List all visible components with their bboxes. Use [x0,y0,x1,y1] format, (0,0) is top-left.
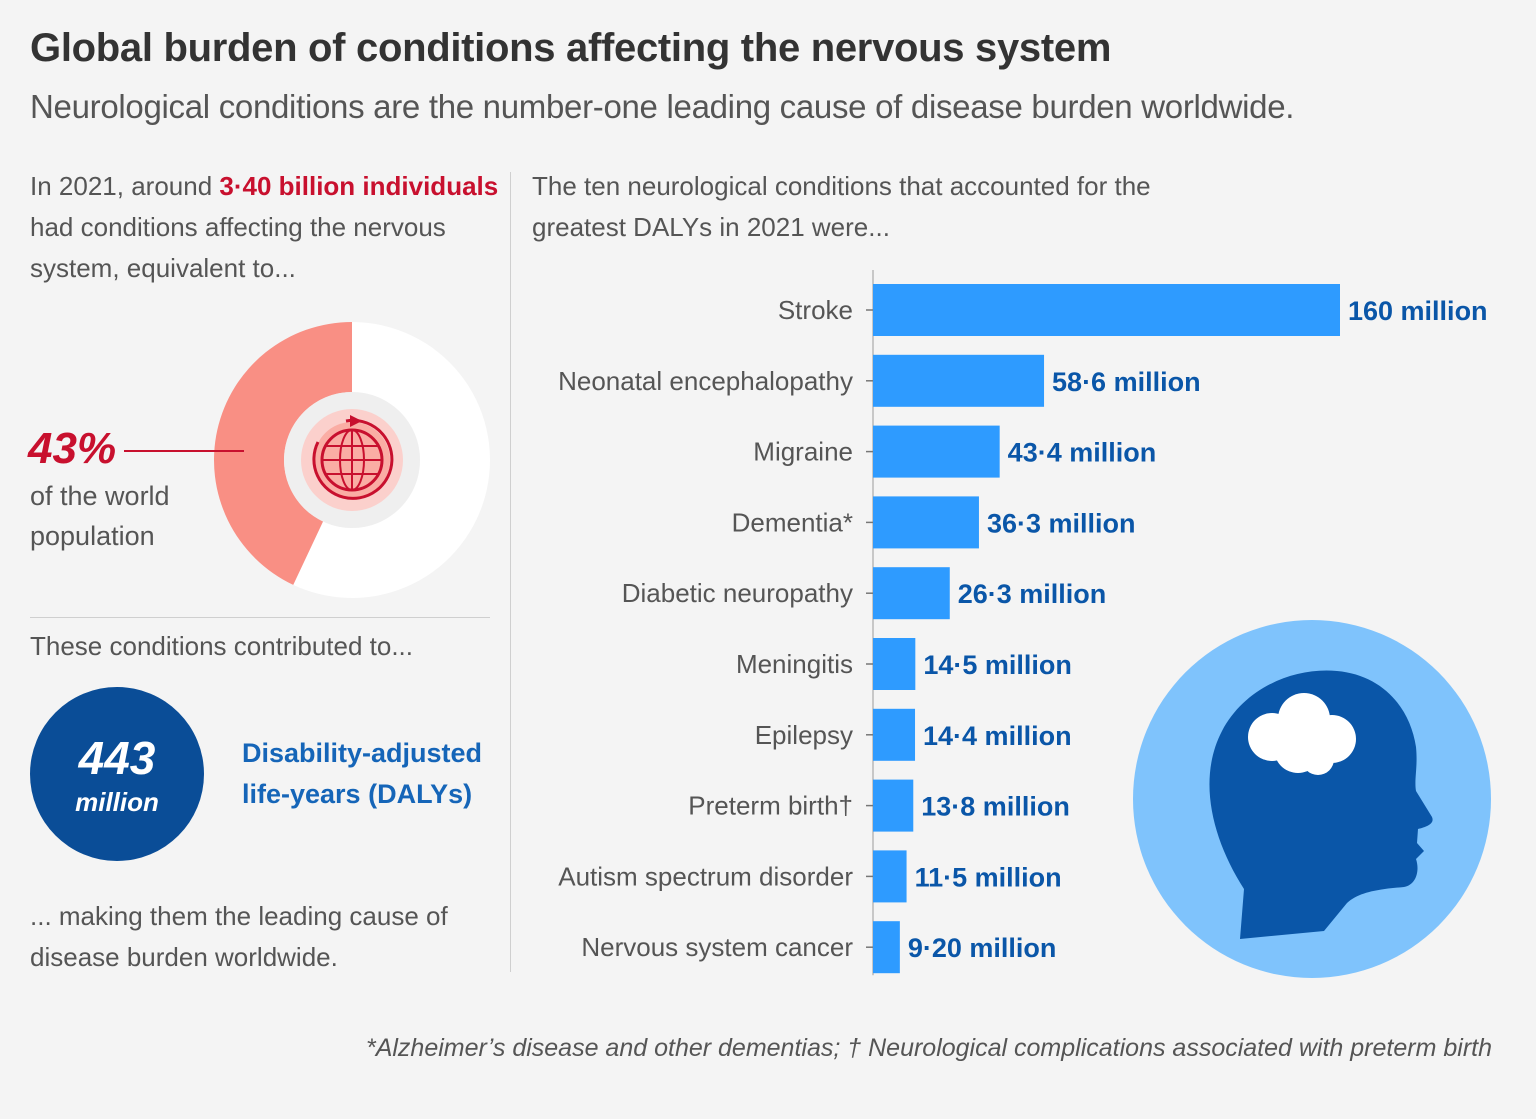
category-label: Preterm birth† [688,791,853,821]
value-label: 14·4 million [923,721,1072,751]
bar [873,921,900,974]
category-label: Meningitis [736,649,853,679]
category-label: Neonatal encephalopathy [558,366,853,396]
value-label: 11·5 million [915,862,1062,892]
left-divider [30,617,490,618]
value-label: 36·3 million [987,508,1136,538]
donut-affected-segment [213,322,352,585]
value-label: 14·5 million [923,650,1072,680]
bar [873,354,1045,407]
dalys-unit: million [75,787,159,817]
outro-text: ... making them the leading cause of dis… [30,901,448,972]
percent-value: 43% [28,424,117,473]
percent-leader-line [124,450,244,452]
dalys-number: 443 [78,732,156,784]
globe-icon [301,409,403,511]
intro-text: In 2021, around 3·40 billion individuals… [30,166,500,289]
category-label: Autism spectrum disorder [558,861,853,891]
bar [873,638,916,690]
bar [873,284,1340,336]
dalys-label: Disability-adjusted life-years (DALYs) [242,738,483,809]
column-divider [510,172,511,972]
value-label: 58·6 million [1052,367,1201,397]
value-label: 160 million [1348,296,1488,326]
category-label: Nervous system cancer [581,932,853,962]
head-brain-icon [1132,619,1492,979]
category-label: Dementia* [732,507,853,537]
intro-highlight: 3·40 billion individuals [219,171,499,201]
value-label: 13·8 million [921,792,1070,822]
bar [873,567,950,620]
chart-title: Global burden of conditions affecting th… [30,26,1112,70]
category-label: Migraine [753,437,853,467]
value-label: 43·4 million [1008,438,1157,468]
bar [873,850,907,903]
bar [873,496,979,549]
bar [873,708,916,761]
intro-suffix: had conditions affecting the nervous sys… [30,212,446,283]
dalys-badge: 443 million [30,687,204,861]
category-label: Epilepsy [755,720,853,750]
footnote: *Alzheimer’s disease and other dementias… [365,1034,1492,1062]
chart-subtitle: Neurological conditions are the number-o… [30,88,1295,125]
donut-remaining-segment [293,322,490,598]
bar-chart: Stroke 160 million Neonatal encephalopathy… [558,270,1488,976]
intro-prefix: In 2021, around [30,171,220,201]
population-donut [213,322,490,598]
bar [873,779,914,832]
bar [873,425,1000,478]
contribution-text: These conditions contributed to... [30,631,414,661]
category-label: Stroke [778,295,853,325]
value-label: 26·3 million [958,579,1107,609]
value-label: 9·20 million [908,933,1057,963]
percent-label: of the world population [30,481,170,551]
chart-intro: The ten neurological conditions that acc… [532,171,1151,242]
category-label: Diabetic neuropathy [622,578,853,608]
